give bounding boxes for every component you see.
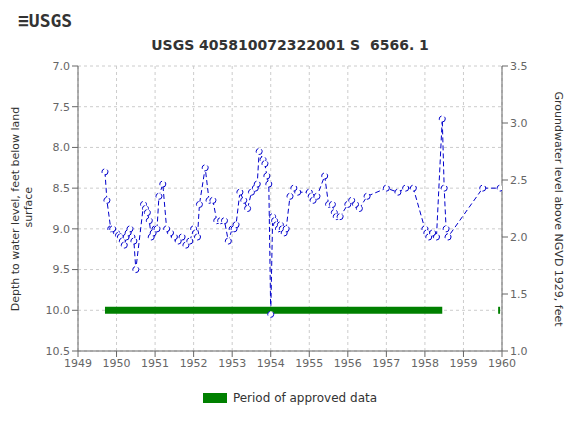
svg-text:2.5: 2.5 [510,174,528,187]
svg-text:7.0: 7.0 [53,60,71,73]
html-text:Groundwater level above NGVD 1: Groundwater level above NGVD 1929, feet [551,90,565,327]
svg-text:1.0: 1.0 [510,345,528,358]
svg-text:1949: 1949 [64,357,92,370]
svg-text:1955: 1955 [295,357,323,370]
svg-text:2.0: 2.0 [510,231,528,244]
svg-text:8.0: 8.0 [53,141,71,154]
svg-text:9.5: 9.5 [53,263,71,276]
svg-text:7.5: 7.5 [53,101,71,114]
svg-text:1958: 1958 [411,357,439,370]
svg-text:1.5: 1.5 [510,288,528,301]
html-text:Depth to water level, feet bel: Depth to water level, feet below land su… [9,106,35,311]
html-text:USGS 405810072322001 S 6566. 1: USGS 405810072322001 S 6566. 1 [151,37,429,53]
html-text:Period of approved data: Period of approved data [232,391,378,405]
svg-text:1952: 1952 [180,357,208,370]
svg-text:1950: 1950 [103,357,131,370]
svg-text:1960: 1960 [488,357,516,370]
svg-text:3.0: 3.0 [510,117,528,130]
svg-text:9.0: 9.0 [53,223,71,236]
svg-text:10.5: 10.5 [46,345,71,358]
svg-text:8.5: 8.5 [53,182,71,195]
svg-text:1959: 1959 [449,357,477,370]
svg-text:3.5: 3.5 [510,60,528,73]
svg-text:1951: 1951 [141,357,169,370]
svg-text:1953: 1953 [218,357,246,370]
html-text:≡USGS: ≡USGS [18,10,73,31]
svg-text:1957: 1957 [372,357,400,370]
svg-text:1956: 1956 [334,357,362,370]
svg-text:1954: 1954 [257,357,285,370]
svg-text:10.0: 10.0 [46,304,71,317]
